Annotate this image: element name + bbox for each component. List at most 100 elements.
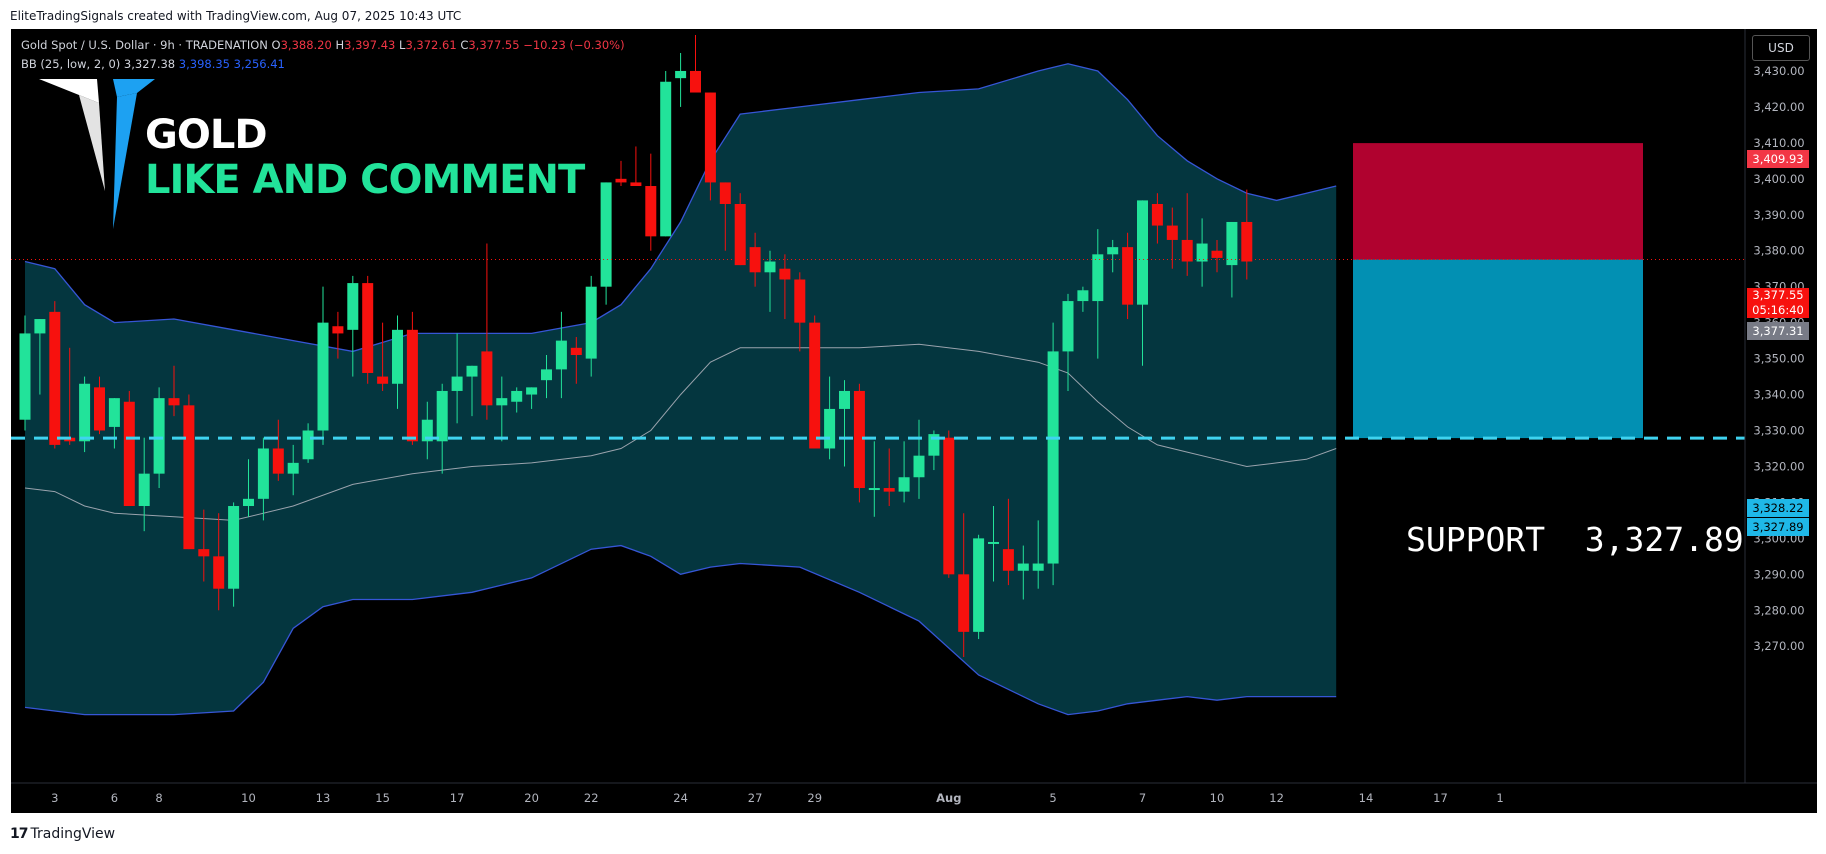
candle-body	[317, 322, 329, 431]
tradingview-logo-icon: 17	[10, 826, 29, 842]
candle-body	[853, 390, 865, 489]
price-tick-label: 3,380.00	[1753, 244, 1804, 258]
footer-brand: TradingView	[30, 826, 116, 842]
time-tick-label: 27	[748, 791, 763, 805]
candle-body	[973, 538, 985, 632]
time-tick-label: 7	[1139, 791, 1146, 805]
symbol-legend: Gold Spot / U.S. Dollar · 9h · TRADENATI…	[21, 38, 625, 52]
candle-body	[526, 387, 538, 395]
candle-body	[615, 178, 627, 183]
open-value: 3,388.20	[280, 38, 332, 52]
price-tick-label: 3,280.00	[1753, 603, 1804, 617]
candle-body	[243, 498, 254, 507]
candle-body	[585, 286, 597, 359]
overlay-subtitle: LIKE AND COMMENT	[145, 157, 585, 203]
candle-body	[138, 473, 150, 507]
candle-body	[49, 311, 61, 445]
candle-body	[704, 92, 716, 183]
candle-body	[779, 268, 791, 280]
candle-body	[883, 488, 895, 492]
open-label: O	[271, 38, 281, 52]
candle-body	[213, 556, 225, 589]
candle-body	[690, 70, 701, 93]
price-tick-label: 3,340.00	[1753, 388, 1804, 402]
price-chart[interactable]: 3,270.003,280.003,290.003,300.003,310.00…	[11, 29, 1817, 813]
price-tick-label: 3,290.00	[1753, 567, 1804, 581]
candle-body	[1077, 290, 1089, 302]
candle-body	[1241, 221, 1253, 262]
candle-body	[183, 405, 195, 550]
price-tick-label: 3,320.00	[1753, 459, 1804, 473]
position-zones	[1353, 143, 1643, 439]
candle-body	[228, 506, 240, 589]
candle-body	[719, 182, 731, 204]
time-tick-label: 3	[51, 791, 58, 805]
candle-body	[1211, 250, 1223, 258]
candle-body	[1166, 225, 1178, 240]
candle-body	[451, 376, 463, 391]
candle-body	[421, 419, 433, 442]
chart-area[interactable]: 3,270.003,280.003,290.003,300.003,310.00…	[11, 29, 1817, 813]
bar-countdown: 05:16:40	[1752, 303, 1804, 317]
currency-button[interactable]: USD	[1752, 35, 1810, 61]
candle-body	[34, 319, 46, 334]
close-value: 3,377.55	[468, 38, 520, 52]
candle-body	[481, 351, 493, 406]
candle-body	[913, 455, 925, 478]
candle-body	[809, 322, 821, 449]
time-tick-label: 6	[111, 791, 118, 805]
time-tick-label: 14	[1359, 791, 1374, 805]
candles	[19, 35, 1253, 658]
candle-body	[1226, 221, 1238, 266]
target-price-tag: 3,409.93	[1747, 150, 1809, 168]
time-axis-bg	[11, 783, 1817, 813]
candle-body	[928, 434, 940, 456]
price-tick-label: 3,270.00	[1753, 639, 1804, 653]
low-label: L	[399, 38, 406, 52]
time-tick-label: 8	[155, 791, 162, 805]
price-tick-label: 3,390.00	[1753, 208, 1804, 222]
price-tick-label: 3,430.00	[1753, 64, 1804, 78]
candle-body	[436, 390, 448, 442]
candle-body	[943, 437, 955, 575]
candle-body	[466, 365, 478, 377]
candle-body	[1137, 200, 1148, 305]
bb-label: BB (25, low, 2, 0)	[21, 57, 121, 71]
candle-body	[1002, 549, 1014, 571]
candle-body	[630, 182, 642, 187]
candle-body	[988, 541, 999, 544]
candle-body	[302, 430, 314, 460]
time-tick-label: 10	[1210, 791, 1225, 805]
price-tick-label: 3,420.00	[1753, 100, 1804, 114]
time-tick-label: 29	[807, 791, 822, 805]
candle-body	[19, 333, 31, 420]
candle-body	[570, 347, 582, 355]
candle-body	[675, 70, 687, 79]
change-value: −10.23 (−0.30%)	[523, 38, 625, 52]
bb-upper-value: 3,398.35	[178, 57, 230, 71]
time-axis[interactable]: 3 6 8 10 13 15 17 20 22 24 27 29 Aug 5 7 10 12 14 17 1	[11, 782, 1817, 813]
candle-body	[257, 448, 269, 499]
candle-body	[898, 477, 910, 492]
candle-body	[734, 203, 746, 266]
candle-body	[600, 182, 612, 287]
candle-body	[1181, 239, 1193, 262]
time-tick-label: 24	[673, 791, 688, 805]
high-value: 3,397.43	[344, 38, 396, 52]
candle-body	[168, 398, 180, 406]
time-tick-label: 15	[375, 791, 390, 805]
candle-body	[1047, 351, 1059, 564]
logo-icon	[39, 79, 155, 229]
candle-body	[824, 408, 836, 449]
candle-body	[1017, 563, 1029, 571]
candle-body	[153, 398, 165, 474]
overlay-title: GOLD	[145, 112, 268, 158]
candle-body	[1032, 563, 1044, 571]
candle-body	[108, 398, 120, 427]
candle-body	[511, 390, 523, 402]
time-tick-label: 5	[1049, 791, 1056, 805]
candle-body	[377, 376, 389, 384]
price-axis[interactable]: 3,270.003,280.003,290.003,300.003,310.00…	[1744, 29, 1817, 813]
candle-body	[1196, 243, 1208, 262]
time-tick-label: 10	[241, 791, 256, 805]
